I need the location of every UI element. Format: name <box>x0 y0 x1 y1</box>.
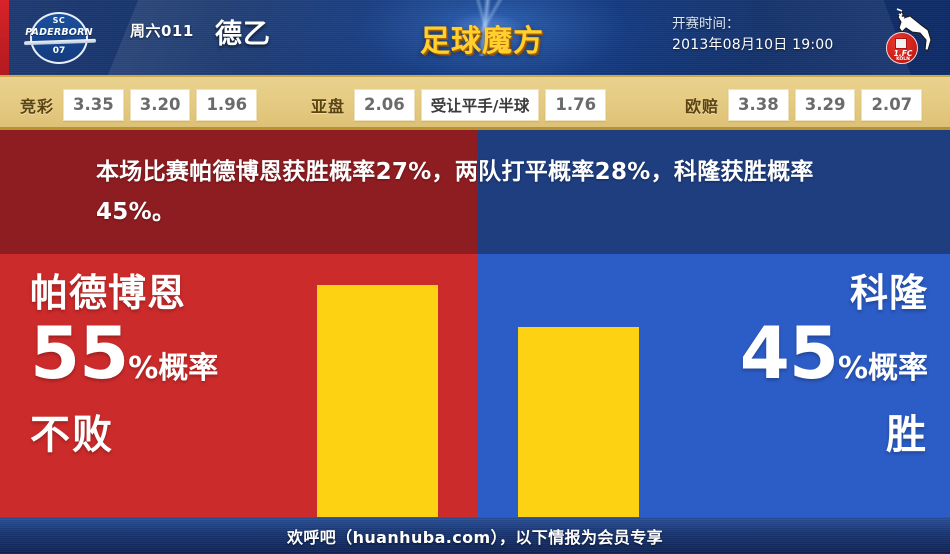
home-probability-unit: %概率 <box>128 351 219 386</box>
odds-group-oupei: 欧赔 3.38 3.29 2.07 <box>685 77 928 132</box>
kickoff-label: 开赛时间： <box>672 16 740 32</box>
footer-bar: 欢呼吧（huanhuba.com），以下情报为会员专享 <box>0 517 950 554</box>
odds-value[interactable]: 2.07 <box>861 88 923 121</box>
home-probability: 55%概率 <box>30 316 300 410</box>
odds-value[interactable]: 3.38 <box>728 88 789 121</box>
koln-badge-sub: KÖLN <box>896 57 910 62</box>
away-team-crest-icon: 1.FC KÖLN <box>884 8 942 68</box>
footer-text: 欢呼吧（huanhuba.com），以下情报为会员专享 <box>286 527 664 547</box>
home-team-crest-icon: SC PADERBORN 07 <box>20 11 98 65</box>
league-name: 德乙 <box>215 19 271 50</box>
brand-text-part3: 方 <box>513 24 544 59</box>
odds-group-label: 竞彩 <box>20 96 55 116</box>
odds-group-jingcai: 竞彩 3.35 3.20 1.96 <box>20 77 263 132</box>
goat-icon <box>896 8 932 51</box>
brand-text-part2: 魔 <box>481 16 513 60</box>
odds-bar: 竞彩 3.35 3.20 1.96 亚盘 2.06 受让平手/半球 1.76 欧… <box>0 75 950 130</box>
header-red-accent <box>0 0 9 75</box>
brand-logo: 足球魔方 <box>392 0 572 75</box>
home-verdict: 不败 <box>30 412 114 458</box>
odds-group-yapan: 亚盘 2.06 受让平手/半球 1.76 <box>311 77 612 132</box>
probability-bar-chart: 帕德博恩 55%概率 不败 科隆 45%概率 胜 <box>0 254 950 517</box>
away-team-name: 科隆 <box>849 271 928 315</box>
koln-badge-icon: 1.FC KÖLN <box>886 32 918 64</box>
odds-value[interactable]: 3.29 <box>794 88 856 121</box>
koln-badge-gate <box>895 38 907 49</box>
koln-badge-name: 1.FC <box>893 49 913 58</box>
match-number: 周六011 <box>130 22 194 40</box>
brand-text: 足球魔方 <box>398 16 566 60</box>
odds-group-label: 亚盘 <box>311 96 346 116</box>
bar-home <box>317 285 438 517</box>
odds-value[interactable]: 1.96 <box>196 88 258 121</box>
bar-away <box>518 327 639 517</box>
summary-text: 本场比赛帕德博恩获胜概率27%，两队打平概率28%，科隆获胜概率45%。 <box>96 159 814 225</box>
summary-banner: 本场比赛帕德博恩获胜概率27%，两队打平概率28%，科隆获胜概率45%。 <box>0 130 950 254</box>
crest-year: 07 <box>52 46 66 56</box>
odds-handicap-value[interactable]: 受让平手/半球 <box>420 88 540 121</box>
odds-value[interactable]: 3.20 <box>129 88 191 121</box>
kickoff-value: 2013年08月10日 19:00 <box>672 37 834 53</box>
match-header: SC PADERBORN 07 周六011 德乙 足球魔方 开赛时间： 2013… <box>0 0 950 75</box>
summary-banner-left-bg <box>0 130 478 254</box>
odds-group-label: 欧赔 <box>685 96 720 116</box>
away-verdict: 胜 <box>886 412 928 458</box>
crest-club-name: PADERBORN <box>25 27 93 38</box>
away-probability-value: 45 <box>739 311 839 395</box>
away-probability: 45%概率 <box>628 316 928 410</box>
brand-text-part1: 足球 <box>420 24 482 59</box>
crest-oval <box>30 12 88 64</box>
odds-value[interactable]: 1.76 <box>545 88 607 121</box>
home-probability-value: 55 <box>30 311 129 395</box>
summary-banner-right-bg <box>478 130 950 254</box>
away-probability-unit: %概率 <box>837 351 928 386</box>
crest-sc-text: SC <box>52 16 66 25</box>
odds-value[interactable]: 3.35 <box>63 88 124 121</box>
home-team-name: 帕德博恩 <box>30 271 187 315</box>
kickoff-block: 开赛时间： 2013年08月10日 19:00 <box>672 14 833 56</box>
home-stat-block: 帕德博恩 55%概率 不败 <box>30 270 300 460</box>
odds-value[interactable]: 2.06 <box>354 88 415 121</box>
away-stat-block: 科隆 45%概率 胜 <box>628 270 928 460</box>
